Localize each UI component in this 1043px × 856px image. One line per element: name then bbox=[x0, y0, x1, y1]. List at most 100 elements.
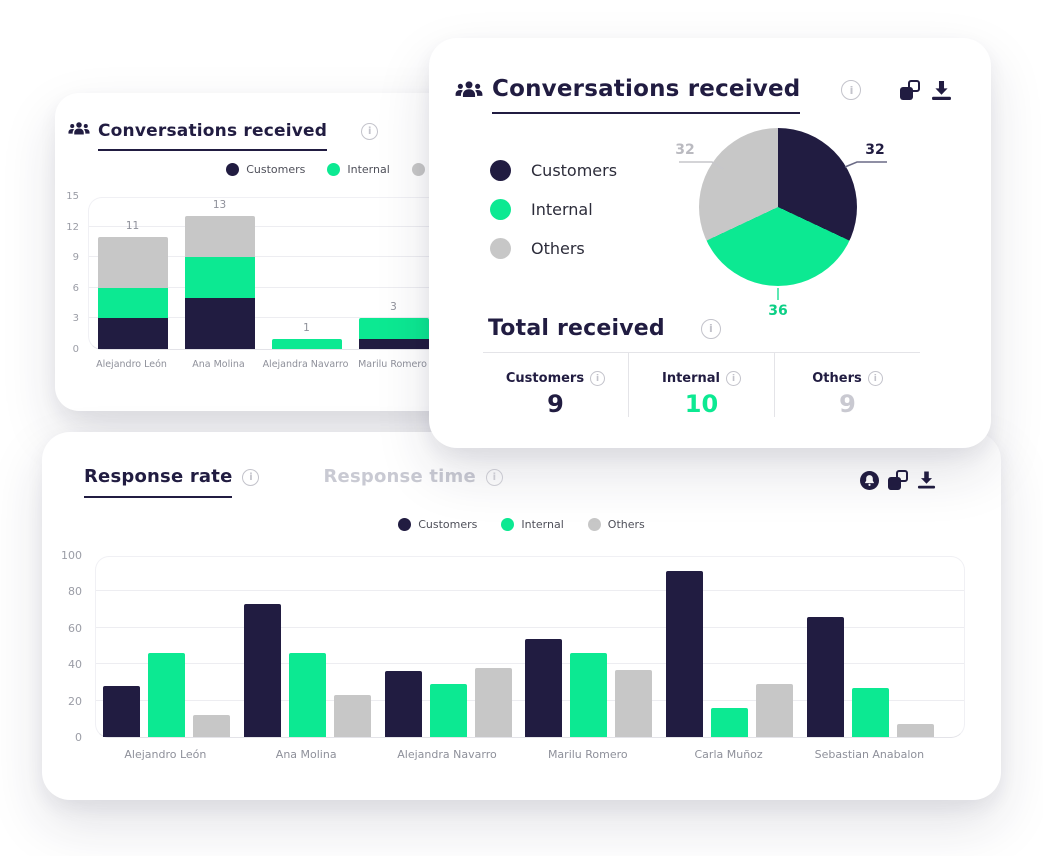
bar-internal[interactable] bbox=[851, 687, 889, 737]
bar-segment-customers[interactable] bbox=[184, 298, 255, 349]
stacked-bar-chart[interactable]: 11 13 1 3 bbox=[88, 197, 628, 350]
bar-internal[interactable] bbox=[429, 684, 467, 737]
left-card-title[interactable]: Conversations received bbox=[98, 121, 328, 151]
info-icon[interactable]: i bbox=[361, 123, 379, 140]
customers-swatch bbox=[490, 160, 511, 181]
gridline bbox=[89, 256, 627, 258]
info-icon[interactable]: i bbox=[726, 371, 742, 386]
gridline bbox=[96, 590, 964, 592]
total-value: 9 bbox=[547, 390, 564, 418]
bar-segment-internal[interactable] bbox=[184, 257, 255, 298]
internal-swatch bbox=[501, 518, 515, 531]
users-icon bbox=[455, 80, 483, 100]
legend-label: Internal bbox=[531, 200, 593, 219]
copy-icon[interactable] bbox=[888, 470, 908, 490]
total-customers: Customers i 9 bbox=[483, 353, 628, 418]
legend: Customers Internal Others bbox=[42, 518, 1001, 531]
customers-swatch bbox=[398, 518, 412, 531]
stacked-bar[interactable] bbox=[358, 318, 429, 349]
legend-item-internal: Internal bbox=[501, 518, 564, 531]
bar-others[interactable] bbox=[615, 669, 653, 737]
pie-value-internal: 36 bbox=[768, 303, 788, 319]
y-axis: 0 20 40 60 80 100 bbox=[42, 549, 88, 744]
bar-others[interactable] bbox=[896, 724, 934, 737]
x-tick-label: Alejandro León bbox=[124, 748, 207, 761]
internal-swatch bbox=[490, 199, 511, 220]
gridline bbox=[89, 225, 627, 227]
total-value: 10 bbox=[684, 390, 719, 418]
bar-internal[interactable] bbox=[570, 653, 608, 737]
info-icon[interactable]: i bbox=[700, 318, 721, 339]
y-axis: 0 3 6 9 12 15 bbox=[55, 191, 85, 355]
legend-item-others: Others bbox=[490, 238, 617, 259]
bar-segment-customers[interactable] bbox=[358, 338, 429, 349]
bar-customers[interactable] bbox=[806, 616, 844, 737]
bar-internal[interactable] bbox=[288, 653, 326, 737]
customers-swatch bbox=[226, 163, 240, 176]
copy-icon[interactable] bbox=[900, 80, 920, 100]
right-card-title[interactable]: Conversations received bbox=[492, 76, 801, 114]
card-response-rate: Response rate i Response time i bbox=[42, 432, 1001, 800]
bar-total-label: 3 bbox=[390, 301, 397, 314]
stacked-bar[interactable] bbox=[97, 236, 168, 349]
legend-label: Others bbox=[531, 239, 585, 258]
legend: Customers Internal Others bbox=[490, 160, 617, 259]
bar-segment-internal[interactable] bbox=[271, 338, 342, 349]
bar-segment-internal[interactable] bbox=[97, 287, 168, 319]
grouped-bar-chart[interactable] bbox=[95, 556, 965, 738]
info-icon[interactable]: i bbox=[485, 469, 503, 486]
x-tick-label: Carla Muñoz bbox=[694, 748, 763, 761]
bar-others[interactable] bbox=[333, 695, 371, 737]
x-tick-label: Alejandro León bbox=[96, 359, 167, 370]
legend-item-others: Others bbox=[587, 518, 645, 531]
bar-internal[interactable] bbox=[711, 707, 749, 737]
bar-others[interactable] bbox=[756, 684, 794, 737]
bar-others[interactable] bbox=[192, 715, 230, 737]
info-icon[interactable]: i bbox=[867, 371, 883, 386]
stacked-bar[interactable] bbox=[184, 216, 255, 349]
others-swatch bbox=[411, 163, 425, 176]
tab-response-time[interactable]: Response time bbox=[323, 466, 476, 487]
legend-label: Internal bbox=[521, 518, 564, 531]
bar-customers[interactable] bbox=[666, 571, 704, 737]
total-value: 9 bbox=[839, 390, 856, 418]
y-tick-label: 3 bbox=[72, 313, 79, 325]
pie-value-others: 32 bbox=[675, 142, 695, 158]
total-others: Others i 9 bbox=[774, 353, 920, 418]
bar-segment-customers[interactable] bbox=[97, 318, 168, 349]
legend-item-internal: Internal bbox=[327, 163, 390, 176]
y-tick-label: 15 bbox=[66, 191, 79, 202]
pie-value-customers: 32 bbox=[865, 142, 885, 158]
notification-bell-icon[interactable] bbox=[860, 470, 879, 490]
stacked-bar[interactable] bbox=[271, 338, 342, 349]
bar-customers[interactable] bbox=[384, 671, 422, 737]
bar-others[interactable] bbox=[474, 667, 512, 737]
y-tick-label: 20 bbox=[68, 694, 82, 708]
bar-total-label: 11 bbox=[125, 219, 140, 232]
download-icon[interactable] bbox=[917, 471, 936, 489]
bar-segment-others[interactable] bbox=[97, 236, 168, 288]
others-swatch bbox=[490, 238, 511, 259]
legend-item-customers: Customers bbox=[226, 163, 305, 176]
x-axis: Alejandro León Ana Molina Alejandra Navarr… bbox=[88, 359, 628, 375]
bar-total-label: 1 bbox=[303, 321, 310, 334]
tab-response-rate[interactable]: Response rate bbox=[84, 466, 233, 498]
pie-chart[interactable] bbox=[699, 128, 857, 286]
bar-customers[interactable] bbox=[243, 604, 281, 737]
legend-label: Internal bbox=[347, 163, 390, 176]
total-received-title: Total received bbox=[488, 316, 665, 341]
bar-segment-internal[interactable] bbox=[358, 318, 429, 339]
y-tick-label: 9 bbox=[72, 252, 79, 264]
bar-internal[interactable] bbox=[147, 653, 185, 737]
info-icon[interactable]: i bbox=[841, 80, 862, 100]
bar-segment-others[interactable] bbox=[184, 216, 255, 258]
gridline bbox=[96, 626, 964, 628]
bar-customers[interactable] bbox=[102, 686, 140, 737]
total-label: Customers bbox=[505, 371, 585, 386]
legend-item-customers: Customers bbox=[398, 518, 477, 531]
info-icon[interactable]: i bbox=[590, 371, 606, 386]
download-icon[interactable] bbox=[931, 80, 952, 100]
bar-customers[interactable] bbox=[525, 638, 563, 737]
info-icon[interactable]: i bbox=[242, 469, 260, 486]
